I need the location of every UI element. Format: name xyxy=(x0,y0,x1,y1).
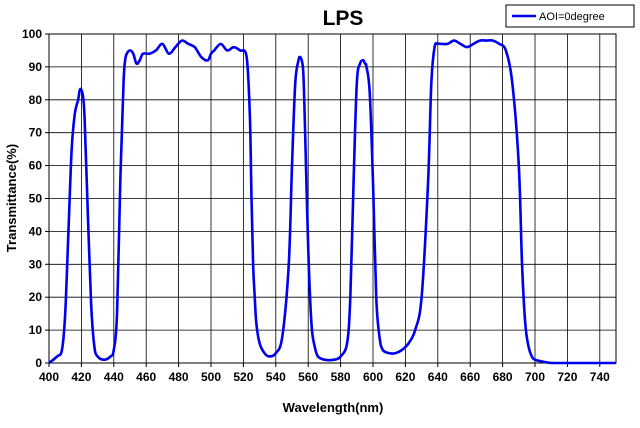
legend-box xyxy=(505,4,635,28)
chart-title: LPS xyxy=(323,7,364,30)
x-tick-label: 600 xyxy=(363,370,383,384)
x-tick-label: 560 xyxy=(298,370,318,384)
x-tick-label: 400 xyxy=(39,370,59,384)
x-tick-label: 540 xyxy=(266,370,286,384)
y-tick-label: 70 xyxy=(29,126,43,140)
x-tick-label: 660 xyxy=(460,370,480,384)
x-tick-label: 420 xyxy=(71,370,91,384)
legend-label: AOI=0degree xyxy=(539,11,605,23)
axis-ticks: 400 420 440 460 480 500 520 540 560 580 600 620 640 6… xyxy=(22,27,610,384)
x-tick-label: 480 xyxy=(169,370,189,384)
x-tick-label: 740 xyxy=(590,370,610,384)
y-tick-label: 20 xyxy=(29,290,43,304)
x-tick-label: 460 xyxy=(136,370,156,384)
x-tick-label: 700 xyxy=(525,370,545,384)
y-tick-label: 0 xyxy=(35,356,42,370)
x-axis-title: Wavelength(nm) xyxy=(283,400,384,415)
x-tick-label: 520 xyxy=(233,370,253,384)
x-tick-label: 500 xyxy=(201,370,221,384)
y-tick-label: 10 xyxy=(29,323,43,337)
x-tick-label: 640 xyxy=(428,370,448,384)
y-tick-label: 90 xyxy=(29,60,43,74)
y-tick-label: 60 xyxy=(29,159,43,173)
y-tick-label: 80 xyxy=(29,93,43,107)
y-tick-label: 100 xyxy=(22,27,42,41)
y-tick-label: 40 xyxy=(29,224,43,238)
series-layer xyxy=(48,39,616,365)
y-axis-title: Transmittance(%) xyxy=(4,144,19,252)
x-tick-label: 440 xyxy=(104,370,124,384)
x-tick-label: 620 xyxy=(395,370,415,384)
x-tick-label: 580 xyxy=(331,370,351,384)
y-tick-label: 30 xyxy=(29,257,43,271)
series-line-0 xyxy=(48,39,616,365)
x-tick-label: 720 xyxy=(557,370,577,384)
y-tick-label: 50 xyxy=(29,192,43,206)
legend: AOI=0degree xyxy=(505,4,635,28)
x-tick-label: 680 xyxy=(493,370,513,384)
